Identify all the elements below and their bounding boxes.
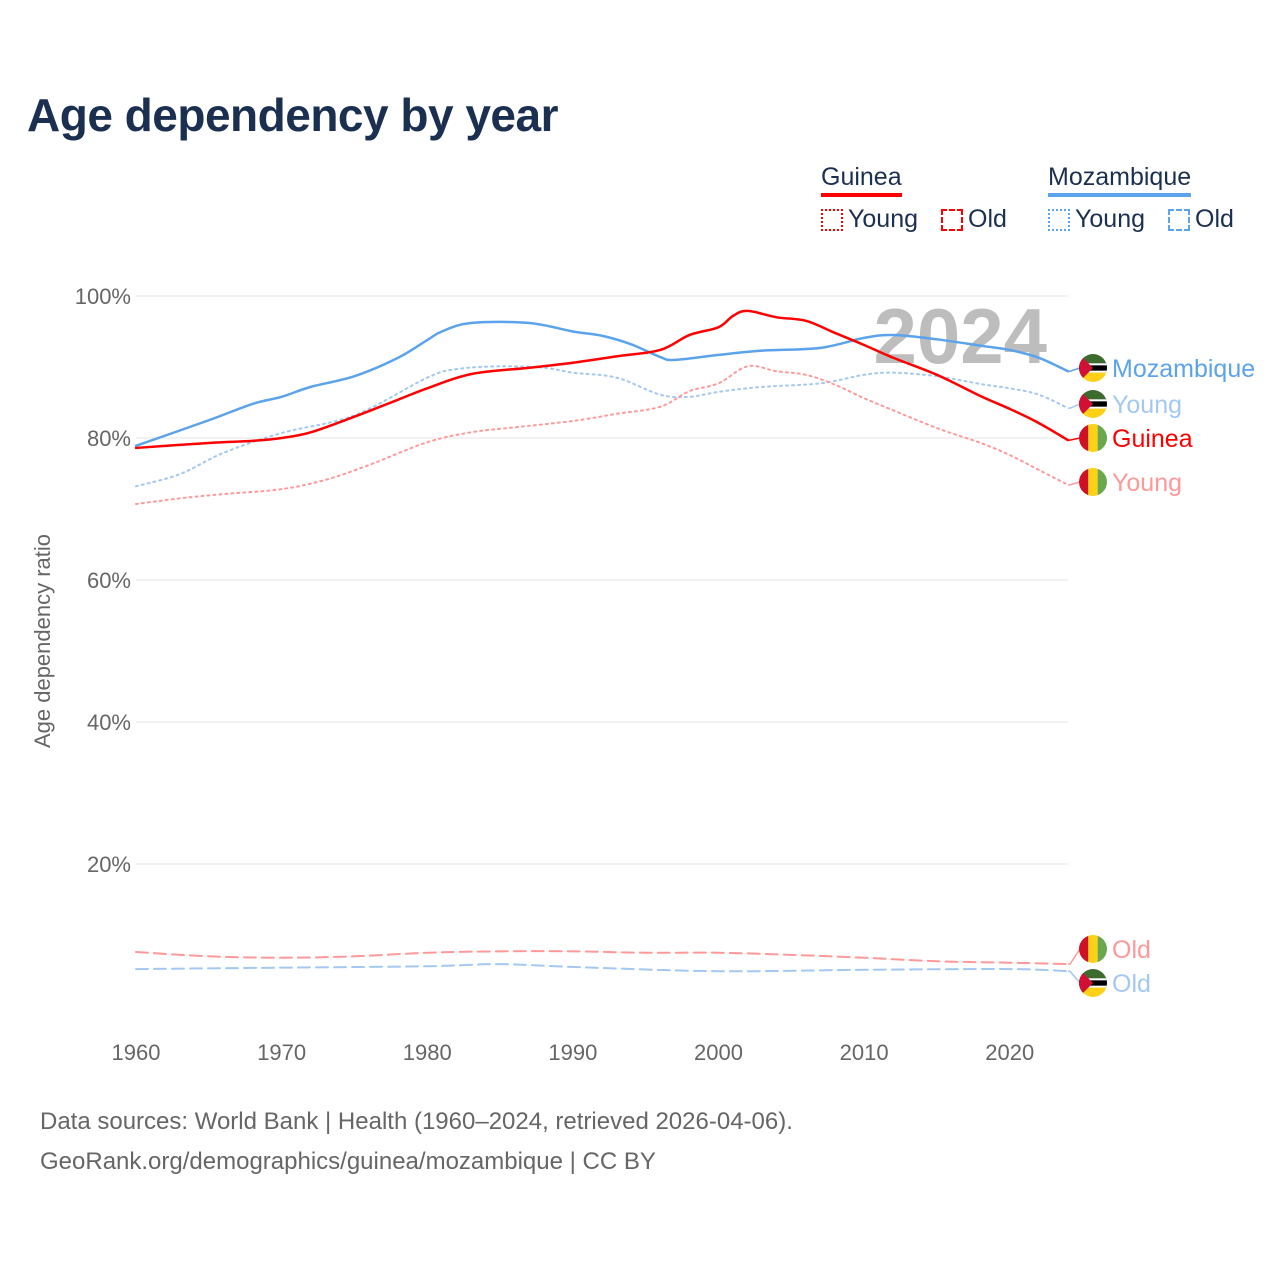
end-label-guinea: Guinea bbox=[1112, 425, 1193, 453]
series-line-guinea bbox=[134, 309, 1070, 450]
x-tick-label: 2020 bbox=[985, 1040, 1034, 1065]
x-tick-label: 2000 bbox=[694, 1040, 743, 1065]
x-tick-label: 1960 bbox=[112, 1040, 161, 1065]
x-tick-label: 1990 bbox=[548, 1040, 597, 1065]
end-label-mozambique: Mozambique bbox=[1112, 355, 1255, 383]
x-tick-label: 1980 bbox=[403, 1040, 452, 1065]
legend-mozambique-old[interactable]: Old bbox=[1168, 205, 1234, 234]
legend-guinea-old[interactable]: Old bbox=[941, 205, 1007, 234]
chart-title: Age dependency by year bbox=[27, 89, 558, 141]
x-tick-label: 2010 bbox=[840, 1040, 889, 1065]
legend-label: Old bbox=[1195, 205, 1234, 233]
series-line-guinea-old bbox=[135, 950, 1069, 966]
guinea-flag-icon bbox=[1079, 935, 1107, 963]
source-url[interactable]: GeoRank.org/demographics/guinea/mozambiq… bbox=[40, 1148, 656, 1175]
end-label-mozambique-old: Old bbox=[1112, 970, 1151, 998]
mozambique-flag-icon bbox=[1079, 390, 1107, 418]
dashed-swatch-icon bbox=[1168, 208, 1190, 231]
end-label-guinea-old: Old bbox=[1112, 936, 1151, 964]
series-line-guinea-young bbox=[135, 364, 1069, 506]
y-tick-label: 60% bbox=[87, 568, 131, 593]
legend-label: Young bbox=[848, 205, 918, 233]
legend-mozambique[interactable]: Mozambique bbox=[1048, 163, 1192, 197]
series-line-mozambique bbox=[134, 320, 1070, 448]
source-text: Data sources: World Bank | Health (1960–… bbox=[40, 1108, 793, 1135]
mozambique-flag-icon bbox=[1079, 354, 1107, 382]
y-axis-label: Age dependency ratio bbox=[30, 534, 55, 748]
guinea-flag-icon bbox=[1079, 468, 1107, 496]
series-line-mozambique-young bbox=[135, 365, 1069, 488]
guinea-flag-icon bbox=[1079, 424, 1107, 452]
legend-mozambique-young[interactable]: Young bbox=[1048, 205, 1145, 234]
dotted-swatch-icon bbox=[821, 208, 843, 231]
y-tick-label: 100% bbox=[75, 284, 131, 309]
legend-guinea-young[interactable]: Young bbox=[821, 205, 918, 234]
y-tick-label: 80% bbox=[87, 426, 131, 451]
end-label-guinea-young: Young bbox=[1112, 469, 1182, 497]
y-tick-label: 40% bbox=[87, 710, 131, 735]
legend-guinea[interactable]: Guinea bbox=[821, 163, 902, 197]
mozambique-flag-icon bbox=[1079, 969, 1107, 997]
legend-label: Young bbox=[1075, 205, 1145, 233]
x-tick-label: 1970 bbox=[257, 1040, 306, 1065]
end-label-mozambique-young: Young bbox=[1112, 391, 1182, 419]
legend-label: Old bbox=[968, 205, 1007, 233]
dashed-swatch-icon bbox=[941, 208, 963, 231]
series-line-mozambique-old bbox=[135, 963, 1069, 973]
y-tick-label: 20% bbox=[87, 852, 131, 877]
dotted-swatch-icon bbox=[1048, 208, 1070, 231]
